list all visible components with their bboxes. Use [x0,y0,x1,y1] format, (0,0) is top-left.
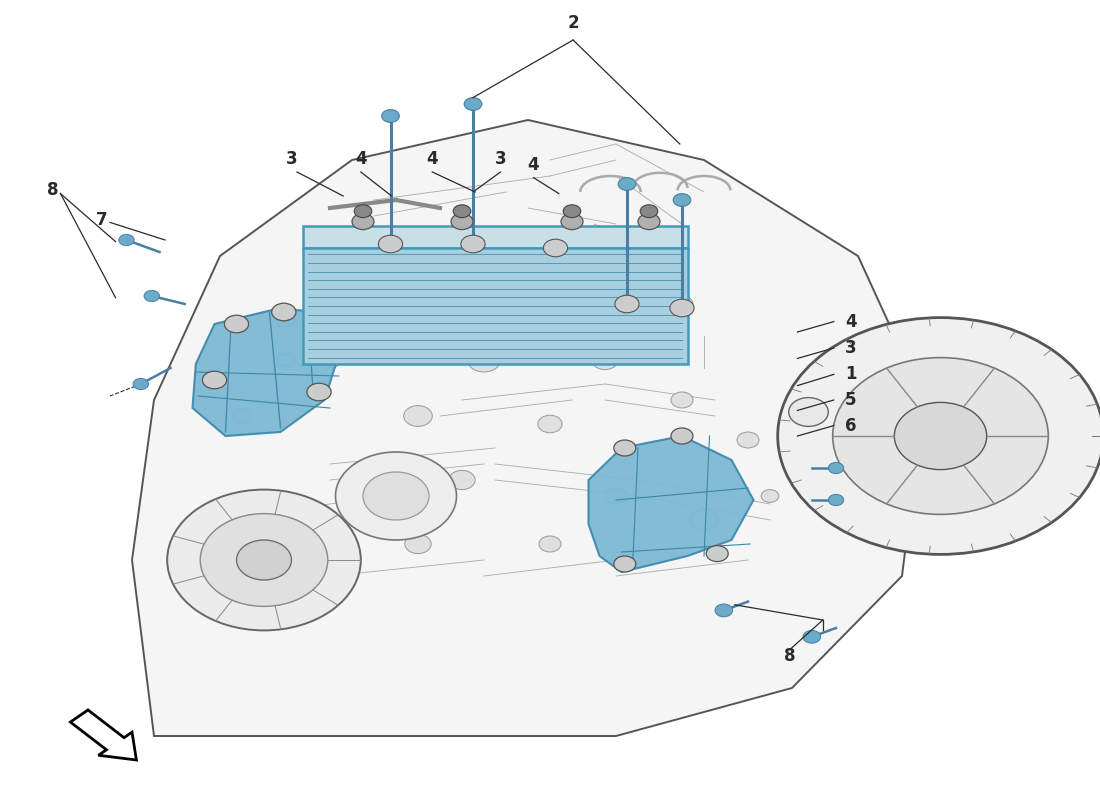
Circle shape [385,232,407,248]
Circle shape [224,315,249,333]
Circle shape [200,514,328,606]
Circle shape [276,313,296,327]
Circle shape [563,205,581,218]
Circle shape [671,296,693,312]
Text: 4: 4 [355,150,366,168]
Text: 8: 8 [784,647,795,665]
FancyBboxPatch shape [302,248,688,364]
Circle shape [272,303,296,321]
Circle shape [461,235,485,253]
Circle shape [671,428,693,444]
Circle shape [605,488,627,504]
Circle shape [715,604,733,617]
Circle shape [894,402,987,470]
Circle shape [671,392,693,408]
Circle shape [803,630,821,643]
FancyBboxPatch shape [302,226,688,248]
Text: 5: 5 [845,391,856,409]
Circle shape [167,490,361,630]
Text: 7: 7 [96,211,107,229]
Circle shape [382,110,399,122]
Polygon shape [192,308,341,436]
Circle shape [449,470,475,490]
Circle shape [119,234,134,246]
Circle shape [307,383,331,401]
Circle shape [464,98,482,110]
Circle shape [789,398,828,426]
Circle shape [737,432,759,448]
FancyArrow shape [70,710,136,760]
Circle shape [404,406,432,426]
Circle shape [640,205,658,218]
Circle shape [232,409,252,423]
Circle shape [828,494,844,506]
Text: 3: 3 [286,150,297,168]
Circle shape [354,205,372,218]
Circle shape [561,214,583,230]
Circle shape [614,440,636,456]
Circle shape [517,296,539,312]
Text: 4: 4 [528,155,539,174]
Circle shape [451,214,473,230]
Circle shape [133,378,148,390]
Circle shape [144,290,159,302]
Circle shape [468,348,500,372]
Text: 3: 3 [495,150,506,168]
Circle shape [618,178,636,190]
Circle shape [202,371,227,389]
Circle shape [319,352,341,368]
Text: a passion: a passion [330,470,612,522]
Circle shape [363,472,429,520]
Text: 8: 8 [47,182,58,199]
Text: 4: 4 [427,150,438,168]
Circle shape [453,205,471,218]
Text: eur: eur [242,310,530,458]
Circle shape [761,490,779,502]
Circle shape [352,214,374,230]
Circle shape [673,194,691,206]
Circle shape [277,354,295,366]
Polygon shape [588,436,754,572]
Circle shape [538,415,562,433]
Circle shape [543,239,568,257]
Circle shape [615,295,639,313]
Text: 1: 1 [845,366,856,383]
Circle shape [236,540,292,580]
Circle shape [539,536,561,552]
Polygon shape [132,120,924,736]
Circle shape [405,294,431,314]
Circle shape [592,350,618,370]
Circle shape [833,358,1048,514]
Text: 3: 3 [845,339,857,357]
Circle shape [378,235,403,253]
Text: 6: 6 [845,417,856,434]
Circle shape [638,214,660,230]
Circle shape [670,299,694,317]
Text: 4: 4 [845,313,857,330]
Circle shape [405,534,431,554]
Text: 2: 2 [568,14,579,32]
Circle shape [690,510,718,530]
Circle shape [828,462,844,474]
Circle shape [706,546,728,562]
Circle shape [614,556,636,572]
Circle shape [778,318,1100,554]
Circle shape [336,452,456,540]
